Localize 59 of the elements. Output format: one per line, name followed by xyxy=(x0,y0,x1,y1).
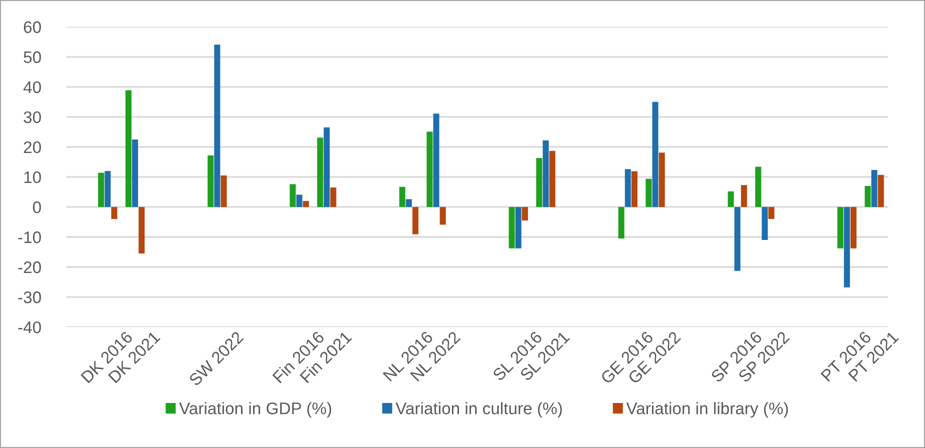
bar xyxy=(426,132,433,207)
bar xyxy=(440,206,446,225)
bar xyxy=(433,114,440,207)
y-tick-label: 20 xyxy=(24,141,41,154)
bar xyxy=(104,170,111,207)
bar xyxy=(734,206,740,271)
bar xyxy=(125,90,132,207)
bar xyxy=(399,186,406,207)
y-tick-label: 30 xyxy=(24,111,41,124)
legend-label: Variation in culture (%) xyxy=(396,402,562,418)
y-tick-label: -10 xyxy=(18,231,41,244)
bar xyxy=(132,139,138,207)
bar xyxy=(515,206,522,248)
bar xyxy=(728,191,734,207)
y-tick-label: -30 xyxy=(18,291,41,304)
legend-label: Variation in library (%) xyxy=(626,402,788,418)
bar xyxy=(522,206,528,220)
bar xyxy=(646,178,652,207)
bar xyxy=(844,206,850,288)
bar xyxy=(138,206,145,254)
bar xyxy=(871,170,878,207)
bar xyxy=(111,206,118,219)
bar xyxy=(762,206,768,240)
y-tick-label: -20 xyxy=(18,261,41,274)
y-tick-label: 10 xyxy=(24,171,41,184)
bar xyxy=(302,200,309,207)
bar xyxy=(755,166,762,207)
bar xyxy=(536,158,542,207)
bar xyxy=(296,194,302,207)
bar xyxy=(324,127,330,207)
bar xyxy=(290,184,296,207)
bar xyxy=(624,169,631,207)
bar xyxy=(837,206,844,248)
bar xyxy=(508,206,515,248)
bar xyxy=(740,185,747,207)
bar xyxy=(549,150,556,207)
bar xyxy=(98,172,104,207)
bar xyxy=(317,138,324,207)
bar xyxy=(631,171,638,207)
legend-label: Variation in GDP (%) xyxy=(179,402,332,418)
y-tick-label: 50 xyxy=(24,51,41,64)
bar xyxy=(542,140,549,207)
bar xyxy=(652,102,658,207)
bar xyxy=(878,174,884,207)
bar xyxy=(214,44,220,207)
bar xyxy=(412,206,418,234)
bar xyxy=(658,152,665,207)
bar xyxy=(220,175,227,207)
y-tick-label: -40 xyxy=(18,321,41,334)
y-tick-label: 60 xyxy=(24,21,41,34)
y-tick-label: 0 xyxy=(32,201,41,214)
y-tick-label: 40 xyxy=(23,81,41,94)
bar xyxy=(406,199,412,207)
bar xyxy=(850,206,857,248)
bar xyxy=(768,206,774,219)
bar xyxy=(618,206,624,238)
bar xyxy=(208,155,214,207)
bar xyxy=(330,187,336,207)
bar xyxy=(864,186,871,207)
